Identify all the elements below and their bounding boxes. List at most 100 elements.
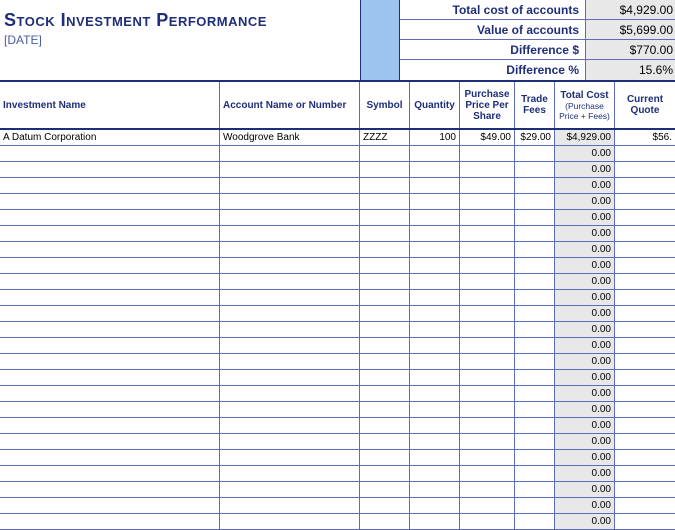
table-cell[interactable]	[515, 370, 555, 385]
table-cell[interactable]: 0.00	[555, 402, 615, 417]
table-row[interactable]: 0.00	[0, 242, 675, 258]
table-cell[interactable]	[460, 210, 515, 225]
table-cell[interactable]	[220, 466, 360, 481]
table-row[interactable]: 0.00	[0, 162, 675, 178]
table-cell[interactable]	[410, 514, 460, 529]
table-cell[interactable]	[460, 226, 515, 241]
table-cell[interactable]	[515, 466, 555, 481]
table-cell[interactable]	[615, 162, 675, 177]
table-cell[interactable]	[0, 370, 220, 385]
table-cell[interactable]	[0, 498, 220, 513]
table-cell[interactable]	[360, 210, 410, 225]
table-row[interactable]: 0.00	[0, 178, 675, 194]
table-cell[interactable]: 0.00	[555, 210, 615, 225]
table-cell[interactable]	[360, 178, 410, 193]
table-cell[interactable]	[460, 274, 515, 289]
table-cell[interactable]	[220, 370, 360, 385]
table-cell[interactable]	[0, 226, 220, 241]
table-cell[interactable]	[220, 274, 360, 289]
table-cell[interactable]	[515, 514, 555, 529]
table-cell[interactable]	[410, 498, 460, 513]
table-cell[interactable]	[460, 306, 515, 321]
table-cell[interactable]	[460, 514, 515, 529]
table-cell[interactable]	[0, 466, 220, 481]
table-cell[interactable]: A Datum Corporation	[0, 130, 220, 145]
table-cell[interactable]	[0, 146, 220, 161]
table-cell[interactable]: 0.00	[555, 498, 615, 513]
table-cell[interactable]	[460, 354, 515, 369]
table-cell[interactable]	[360, 162, 410, 177]
table-cell[interactable]: $49.00	[460, 130, 515, 145]
table-cell[interactable]	[220, 434, 360, 449]
table-cell[interactable]	[360, 290, 410, 305]
table-cell[interactable]: 0.00	[555, 290, 615, 305]
table-cell[interactable]	[410, 338, 460, 353]
table-cell[interactable]	[515, 146, 555, 161]
table-cell[interactable]	[615, 178, 675, 193]
table-cell[interactable]	[360, 306, 410, 321]
table-cell[interactable]	[220, 194, 360, 209]
table-cell[interactable]	[410, 274, 460, 289]
table-cell[interactable]	[515, 194, 555, 209]
table-cell[interactable]	[360, 482, 410, 497]
table-cell[interactable]	[460, 450, 515, 465]
table-cell[interactable]	[0, 354, 220, 369]
table-cell[interactable]	[360, 370, 410, 385]
table-row[interactable]: 0.00	[0, 290, 675, 306]
table-cell[interactable]: 0.00	[555, 482, 615, 497]
table-cell[interactable]	[515, 354, 555, 369]
table-cell[interactable]	[220, 498, 360, 513]
table-row[interactable]: 0.00	[0, 258, 675, 274]
table-cell[interactable]	[515, 274, 555, 289]
table-cell[interactable]	[0, 274, 220, 289]
table-cell[interactable]	[0, 162, 220, 177]
table-cell[interactable]	[360, 354, 410, 369]
table-cell[interactable]	[0, 210, 220, 225]
table-cell[interactable]	[615, 322, 675, 337]
table-cell[interactable]	[220, 354, 360, 369]
table-cell[interactable]	[410, 466, 460, 481]
table-cell[interactable]	[220, 402, 360, 417]
table-cell[interactable]	[460, 338, 515, 353]
table-cell[interactable]	[220, 258, 360, 273]
table-cell[interactable]: 0.00	[555, 306, 615, 321]
table-cell[interactable]	[615, 306, 675, 321]
table-cell[interactable]	[0, 242, 220, 257]
table-cell[interactable]	[615, 290, 675, 305]
table-cell[interactable]	[615, 210, 675, 225]
table-cell[interactable]	[515, 178, 555, 193]
table-cell[interactable]	[360, 402, 410, 417]
table-cell[interactable]	[220, 178, 360, 193]
table-cell[interactable]	[460, 434, 515, 449]
table-cell[interactable]	[360, 466, 410, 481]
table-cell[interactable]	[615, 226, 675, 241]
table-cell[interactable]: 100	[410, 130, 460, 145]
table-cell[interactable]	[0, 482, 220, 497]
table-cell[interactable]	[460, 466, 515, 481]
table-cell[interactable]	[460, 290, 515, 305]
table-cell[interactable]: 0.00	[555, 434, 615, 449]
table-cell[interactable]: 0.00	[555, 258, 615, 273]
table-cell[interactable]	[360, 434, 410, 449]
table-cell[interactable]	[360, 418, 410, 433]
table-cell[interactable]	[515, 258, 555, 273]
table-cell[interactable]	[615, 450, 675, 465]
table-cell[interactable]	[410, 194, 460, 209]
table-cell[interactable]	[360, 274, 410, 289]
table-cell[interactable]	[410, 370, 460, 385]
table-cell[interactable]	[360, 194, 410, 209]
table-cell[interactable]: 0.00	[555, 194, 615, 209]
table-cell[interactable]	[0, 194, 220, 209]
table-cell[interactable]	[360, 514, 410, 529]
table-cell[interactable]	[360, 450, 410, 465]
table-cell[interactable]: 0.00	[555, 466, 615, 481]
table-cell[interactable]	[220, 482, 360, 497]
table-cell[interactable]	[220, 146, 360, 161]
table-cell[interactable]	[615, 194, 675, 209]
table-row[interactable]: 0.00	[0, 418, 675, 434]
table-cell[interactable]	[410, 418, 460, 433]
table-cell[interactable]	[460, 258, 515, 273]
table-row[interactable]: 0.00	[0, 226, 675, 242]
table-cell[interactable]	[410, 242, 460, 257]
table-cell[interactable]	[360, 386, 410, 401]
